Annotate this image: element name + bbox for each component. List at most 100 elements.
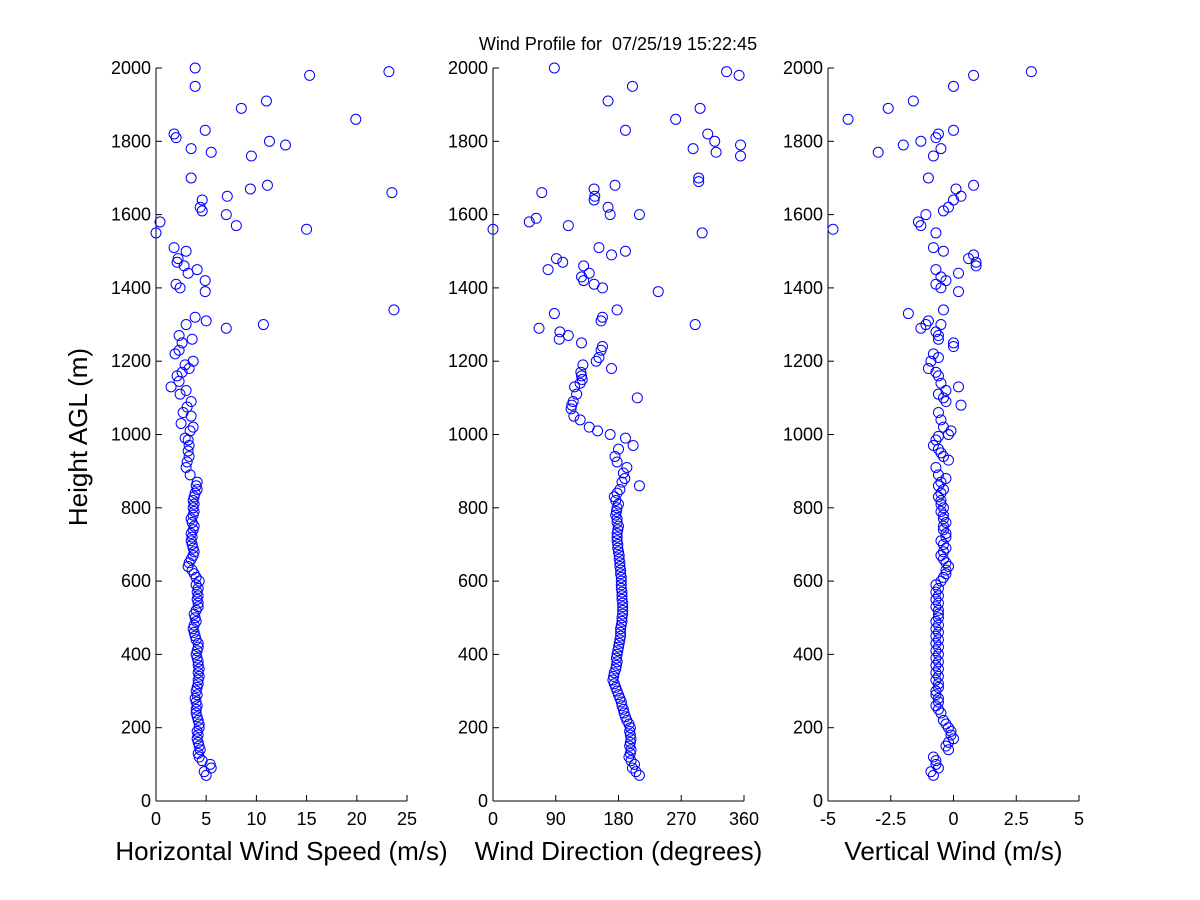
vertical-wind-data-point — [945, 729, 957, 741]
vertical-wind-data-point — [937, 538, 949, 550]
horizontal-wind-speed-y-tick-label: 1600 — [111, 205, 151, 225]
horizontal-wind-speed-data-point — [174, 388, 186, 400]
wind-direction-y-tick-label: 2000 — [448, 58, 488, 78]
horizontal-wind-speed-data-point — [183, 450, 195, 462]
wind-direction-data-point — [615, 619, 627, 631]
wind-direction-data-point — [612, 542, 624, 554]
vertical-wind-data-point — [927, 769, 939, 781]
horizontal-wind-speed-panel: 0 200 400 600 800 1000 1200 1400 1600 1800 2000 0 5 1… — [111, 58, 448, 866]
vertical-wind-data-point — [937, 524, 949, 536]
wind-direction-data-point — [615, 579, 627, 591]
vertical-wind-data-point — [968, 69, 980, 81]
vertical-wind-data-point — [930, 685, 942, 697]
vertical-wind-data-point — [932, 648, 944, 660]
wind-direction-data-point — [619, 432, 631, 444]
vertical-wind-data-point — [932, 678, 944, 690]
wind-direction-data-point — [616, 700, 628, 712]
wind-direction-data-point — [617, 597, 629, 609]
y-axis-label: Height AGL (m) — [63, 348, 93, 526]
vertical-wind-data-point — [907, 95, 919, 107]
wind-direction-data-point — [693, 176, 705, 188]
horizontal-wind-speed-data-point — [165, 381, 177, 393]
horizontal-wind-speed-data-point — [205, 146, 217, 158]
horizontal-wind-speed-data-point — [261, 179, 273, 191]
wind-direction-data-point — [615, 568, 627, 580]
vertical-wind-data-point — [937, 546, 949, 558]
wind-direction-data-point — [633, 769, 645, 781]
wind-direction-data-point — [606, 363, 618, 375]
vertical-wind-data-point — [948, 194, 959, 206]
wind-direction-data-point — [557, 256, 569, 268]
vertical-wind-data-point — [925, 766, 937, 778]
vertical-wind-data-point — [940, 568, 952, 580]
wind-direction-data-point — [593, 242, 605, 254]
horizontal-wind-speed-data-point — [175, 418, 187, 430]
horizontal-wind-speed-x-tick-label: 20 — [347, 809, 367, 829]
wind-direction-data-point — [626, 80, 638, 92]
vertical-wind-y-tick-label: 1200 — [783, 351, 823, 371]
horizontal-wind-speed-data-point — [193, 575, 205, 587]
vertical-wind-x-tick-label: 0 — [948, 809, 958, 829]
vertical-wind-data-point — [935, 377, 947, 389]
vertical-wind-data-point — [948, 80, 959, 92]
vertical-wind-data-point — [897, 139, 909, 151]
wind-direction-data-point — [617, 604, 629, 616]
horizontal-wind-speed-data-point — [179, 432, 191, 444]
horizontal-wind-speed-data-point — [245, 150, 257, 162]
horizontal-wind-speed-y-tick-label: 800 — [121, 498, 151, 518]
vertical-wind-data-point — [937, 571, 949, 583]
vertical-wind-data-point — [930, 586, 942, 598]
wind-direction-data-point — [576, 370, 588, 382]
wind-direction-y-tick-label: 1600 — [448, 205, 488, 225]
horizontal-wind-speed-data-point — [150, 227, 162, 239]
wind-direction-data-point — [670, 113, 682, 125]
vertical-wind-data-point — [930, 755, 942, 767]
vertical-wind-data-point — [932, 333, 944, 345]
wind-direction-data-point — [735, 139, 747, 151]
wind-direction-data-point — [611, 304, 623, 316]
wind-direction-x-tick-label: 270 — [666, 809, 696, 829]
wind-direction-y-tick-label: 1000 — [448, 425, 488, 445]
wind-direction-data-point — [589, 190, 601, 202]
vertical-wind-data-point — [935, 447, 947, 459]
wind-direction-data-point — [611, 456, 623, 468]
wind-direction-data-point — [608, 670, 620, 682]
vertical-wind-data-point — [948, 337, 959, 349]
vertical-wind-data-point — [940, 527, 952, 539]
vertical-wind-data-point — [935, 143, 947, 155]
vertical-wind-data-point — [942, 744, 954, 756]
wind-direction-data-point — [569, 381, 581, 393]
wind-direction-data-point — [614, 560, 626, 572]
vertical-wind-data-point — [937, 520, 949, 532]
vertical-wind-data-point — [932, 128, 944, 140]
vertical-wind-data-point — [927, 751, 939, 763]
vertical-wind-data-point — [932, 663, 944, 675]
horizontal-wind-speed-data-point — [168, 242, 180, 254]
horizontal-wind-speed-data-point — [185, 396, 197, 408]
vertical-wind-data-point — [930, 278, 942, 290]
vertical-wind-y-tick-label: 600 — [793, 571, 823, 591]
horizontal-wind-speed-y-tick-label: 400 — [121, 644, 151, 664]
horizontal-wind-speed-data-point — [182, 445, 194, 457]
wind-direction-data-point — [611, 648, 623, 660]
wind-direction-data-point — [615, 623, 627, 635]
wind-direction-y-tick-label: 1400 — [448, 278, 488, 298]
wind-direction-data-point — [611, 531, 623, 543]
horizontal-wind-speed-data-point — [257, 319, 269, 331]
wind-direction-x-axis-label: Wind Direction (degrees) — [475, 836, 763, 866]
vertical-wind-data-point — [940, 557, 952, 569]
wind-direction-data-point — [610, 505, 622, 517]
horizontal-wind-speed-data-point — [180, 245, 192, 257]
vertical-wind-data-point — [937, 304, 949, 316]
vertical-wind-y-tick-label: 1800 — [783, 131, 823, 151]
vertical-wind-data-point — [912, 216, 924, 228]
vertical-wind-data-point — [932, 388, 944, 400]
wind-direction-data-point — [611, 527, 623, 539]
horizontal-wind-speed-data-point — [185, 143, 197, 155]
vertical-wind-data-point — [948, 733, 959, 745]
vertical-wind-data-point — [842, 113, 854, 125]
vertical-wind-panel: 0 200 400 600 800 1000 1200 1400 1600 1800 2000 -5 -… — [783, 58, 1084, 866]
wind-direction-data-point — [633, 480, 645, 492]
horizontal-wind-speed-data-point — [187, 421, 199, 433]
wind-direction-data-point — [735, 150, 747, 162]
